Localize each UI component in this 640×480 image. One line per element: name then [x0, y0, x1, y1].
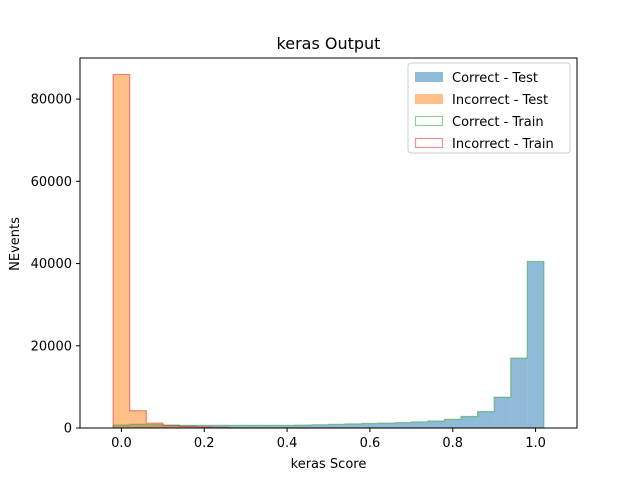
plot-frame [79, 57, 578, 429]
y-tick-label: 20000 [31, 339, 72, 354]
legend-label: Correct - Test [452, 71, 538, 86]
x-tick-label: 0.8 [442, 436, 463, 451]
bar-correct-test-21 [461, 416, 478, 428]
bar-correct-test-11 [295, 425, 312, 428]
bar-correct-test-25 [527, 261, 544, 428]
bar-correct-test-15 [361, 423, 379, 428]
bar-correct-test-23 [494, 397, 511, 428]
x-tick-label: 0.0 [111, 436, 132, 451]
legend-swatch [414, 115, 444, 127]
series-correct-test [113, 261, 544, 428]
y-tick-label: 80000 [31, 93, 72, 108]
bar-incorrect-test-4 [179, 426, 196, 428]
y-tick-label: 60000 [31, 175, 72, 190]
x-axis-label: keras Score [291, 457, 367, 472]
bar-correct-test-9 [262, 425, 279, 428]
legend-item-incorrect-train: Incorrect - Train [414, 137, 554, 152]
bar-correct-test-10 [278, 425, 296, 428]
legend-item-incorrect-test: Incorrect - Test [415, 93, 548, 108]
bar-correct-test-20 [444, 419, 462, 428]
bar-correct-test-22 [477, 411, 495, 428]
legend-box [407, 62, 571, 154]
y-tick-label: 40000 [31, 257, 72, 272]
y-axis-label: NEvents [8, 217, 23, 271]
x-tick-label: 0.2 [194, 436, 215, 451]
legend-swatch [415, 72, 443, 82]
bar-correct-test-6 [212, 425, 230, 428]
bar-incorrect-test-3 [162, 425, 180, 428]
legend-swatch [414, 137, 444, 149]
x-tick-label: 1.0 [525, 436, 546, 451]
bar-correct-test-16 [378, 423, 395, 428]
axes-layer: 0.0 0.2 0.4 0.6 0.8 1.0 0 20000 40000 60000 80000 [31, 57, 578, 451]
bar-correct-test-13 [328, 424, 346, 428]
legend-label: Incorrect - Train [452, 137, 554, 152]
bar-incorrect-test-1 [129, 410, 147, 428]
legend-item-correct-train: Correct - Train [414, 115, 544, 130]
bar-correct-test-8 [245, 425, 263, 428]
x-tick-label: 0.4 [277, 436, 298, 451]
chart-title: keras Output [277, 34, 381, 53]
y-tick-label: 0 [64, 422, 72, 437]
legend-label: Incorrect - Test [452, 93, 548, 108]
bar-correct-test-19 [427, 421, 445, 428]
legend: Correct - Test Incorrect - Test Correct - … [407, 62, 571, 154]
bar-correct-test-7 [229, 425, 246, 428]
legend-swatch [415, 94, 443, 104]
bar-correct-test-14 [345, 423, 362, 428]
bar-incorrect-test-0 [113, 74, 130, 428]
legend-item-correct-test: Correct - Test [415, 71, 538, 86]
bar-correct-test-24 [510, 358, 528, 428]
bar-correct-test-12 [311, 424, 329, 428]
bar-correct-test-18 [411, 421, 428, 428]
legend-label: Correct - Train [452, 115, 544, 130]
x-tick-label: 0.6 [360, 436, 381, 451]
bar-incorrect-test-2 [146, 423, 163, 428]
bars-layer [112, 73, 545, 429]
bar-correct-test-17 [394, 422, 412, 428]
